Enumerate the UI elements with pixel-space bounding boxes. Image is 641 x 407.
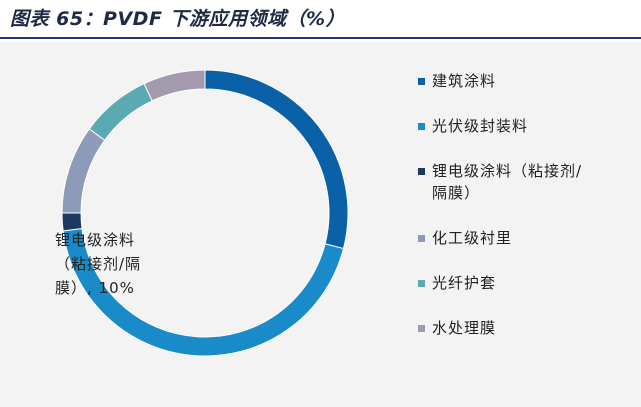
legend-swatch — [418, 78, 425, 85]
legend-swatch — [418, 168, 425, 175]
legend-label: 光纤护套 — [432, 274, 497, 292]
chart-legend: 建筑涂料光伏级封装料锂电级涂料（粘接剂/隔膜） 化工级衬里光纤护套水处理膜 — [418, 70, 633, 362]
data-label-line: （粘接剂/隔 — [55, 255, 142, 273]
legend-swatch — [418, 325, 425, 332]
legend-label: 光伏级封装料 — [432, 117, 529, 135]
legend-label: 锂电级涂料（粘接剂/隔膜） — [432, 162, 583, 202]
title-rule — [0, 37, 641, 39]
donut-slice-1 — [204, 69, 349, 250]
donut-slice-4 — [61, 128, 106, 214]
legend-swatch — [418, 235, 425, 242]
legend-label: 建筑涂料 — [432, 72, 497, 90]
donut-chart — [61, 69, 349, 357]
legend-item-6: 水处理膜 — [418, 317, 633, 339]
donut-slice-5 — [88, 82, 153, 141]
legend-swatch — [418, 280, 425, 287]
data-label-line: 锂电级涂料 — [55, 231, 136, 249]
data-label-lithium: 锂电级涂料 （粘接剂/隔 膜）, 10% — [55, 228, 165, 300]
legend-label: 水处理膜 — [432, 319, 497, 337]
data-label-line: 膜）, 10% — [55, 279, 135, 297]
donut-slice-6 — [143, 69, 206, 102]
legend-label: 化工级衬里 — [432, 229, 513, 247]
legend-item-2: 光伏级封装料 — [418, 115, 633, 137]
legend-item-5: 光纤护套 — [418, 272, 633, 294]
legend-item-4: 化工级衬里 — [418, 227, 633, 249]
legend-swatch — [418, 123, 425, 130]
chart-title: 图表 65：PVDF 下游应用领域（%） — [10, 8, 346, 30]
legend-item-3: 锂电级涂料（粘接剂/隔膜） — [418, 160, 633, 204]
chart-area — [0, 42, 641, 407]
legend-item-1: 建筑涂料 — [418, 70, 633, 92]
